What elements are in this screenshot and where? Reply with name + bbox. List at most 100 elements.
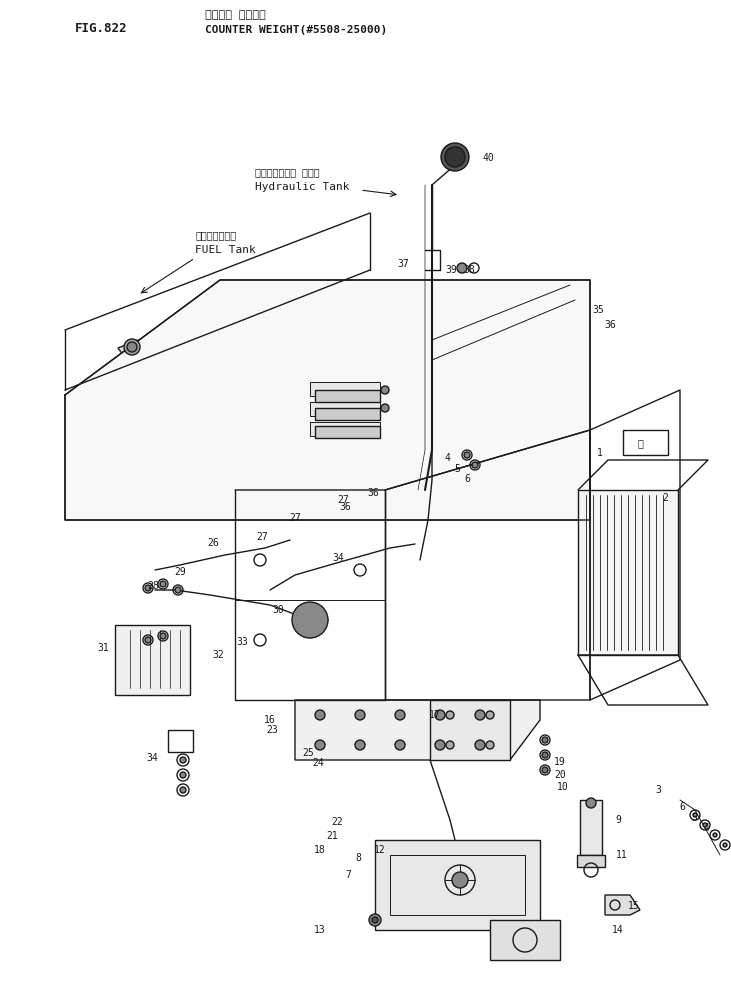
Circle shape [180,787,186,793]
Circle shape [486,711,494,719]
Text: 7: 7 [345,870,351,880]
Text: FUEL Tank: FUEL Tank [195,245,256,255]
Text: 2: 2 [662,493,668,503]
Text: 31: 31 [97,643,109,653]
Text: 28: 28 [147,581,159,591]
Circle shape [446,711,454,719]
Circle shape [703,823,707,827]
Text: ハイドロリック タンク: ハイドロリック タンク [255,167,319,177]
Polygon shape [430,700,510,760]
Bar [577,855,605,867]
Circle shape [586,798,596,808]
Text: 14: 14 [612,925,624,935]
Text: 33: 33 [236,637,248,647]
Text: 12: 12 [374,845,386,855]
Polygon shape [118,340,145,358]
Circle shape [160,581,166,587]
Text: フェエルタンク: フェエルタンク [195,230,236,240]
Circle shape [355,740,365,750]
Circle shape [723,843,727,847]
Text: 40: 40 [482,153,494,163]
Text: 35: 35 [592,305,604,315]
Text: 1: 1 [597,448,603,458]
Text: 29: 29 [174,567,186,577]
Bar [580,800,602,855]
Text: 方: 方 [637,438,643,448]
Polygon shape [490,920,560,960]
Circle shape [395,740,405,750]
Circle shape [542,767,548,773]
Circle shape [180,757,186,763]
Bar [315,408,380,420]
Text: Hydraulic Tank: Hydraulic Tank [255,182,349,192]
Circle shape [693,813,697,817]
Circle shape [175,587,181,593]
Text: 6: 6 [679,802,685,812]
Text: 22: 22 [331,817,343,827]
Circle shape [315,710,325,720]
Circle shape [445,147,465,167]
Text: 34: 34 [332,553,344,563]
Circle shape [160,633,166,639]
Polygon shape [375,840,540,930]
Circle shape [355,710,365,720]
Text: 20: 20 [554,770,566,780]
Text: 13: 13 [314,925,326,935]
Circle shape [435,710,445,720]
Bar [310,402,380,416]
Text: 9: 9 [615,815,621,825]
Text: 27: 27 [256,532,268,542]
Text: 39: 39 [445,265,457,275]
Circle shape [369,914,381,926]
Circle shape [292,602,328,638]
Text: 5: 5 [454,464,460,474]
Circle shape [457,263,467,273]
Circle shape [145,585,151,591]
Text: 27: 27 [337,495,349,505]
Text: 21: 21 [326,831,338,841]
Text: 15: 15 [628,901,640,911]
Circle shape [475,740,485,750]
Text: 36: 36 [339,502,351,512]
Circle shape [542,737,548,743]
Text: 25: 25 [302,748,314,758]
Circle shape [372,917,378,923]
Circle shape [180,772,186,778]
Circle shape [315,740,325,750]
Text: 4: 4 [703,823,709,833]
Circle shape [475,710,485,720]
Polygon shape [295,700,540,760]
Text: 38: 38 [463,265,475,275]
Text: 11: 11 [616,850,628,860]
Text: 30: 30 [272,605,284,615]
Bar [310,422,380,436]
Text: 4: 4 [444,453,450,463]
Text: 36: 36 [367,488,379,498]
Polygon shape [65,280,590,520]
Circle shape [446,741,454,749]
Circle shape [381,386,389,394]
Circle shape [486,741,494,749]
Circle shape [452,872,468,888]
Bar [623,430,668,455]
Text: カウンタ ウエイト: カウンタ ウエイト [205,10,266,20]
Text: 19: 19 [554,757,566,767]
Text: 3: 3 [655,785,661,795]
Text: 5: 5 [691,813,697,823]
Bar [315,426,380,438]
Text: 17: 17 [429,710,441,720]
Text: 24: 24 [312,758,324,768]
Text: 36: 36 [604,320,616,330]
Text: COUNTER WEIGHT(#5508-25000): COUNTER WEIGHT(#5508-25000) [205,25,387,35]
Bar [115,625,190,695]
Circle shape [145,637,151,643]
Text: 18: 18 [314,845,326,855]
Circle shape [713,833,717,837]
Circle shape [441,143,469,171]
Text: 37: 37 [397,259,409,269]
Text: 16: 16 [264,715,276,725]
Text: 23: 23 [266,725,278,735]
Text: 8: 8 [355,853,361,863]
Circle shape [124,339,140,355]
Circle shape [435,740,445,750]
